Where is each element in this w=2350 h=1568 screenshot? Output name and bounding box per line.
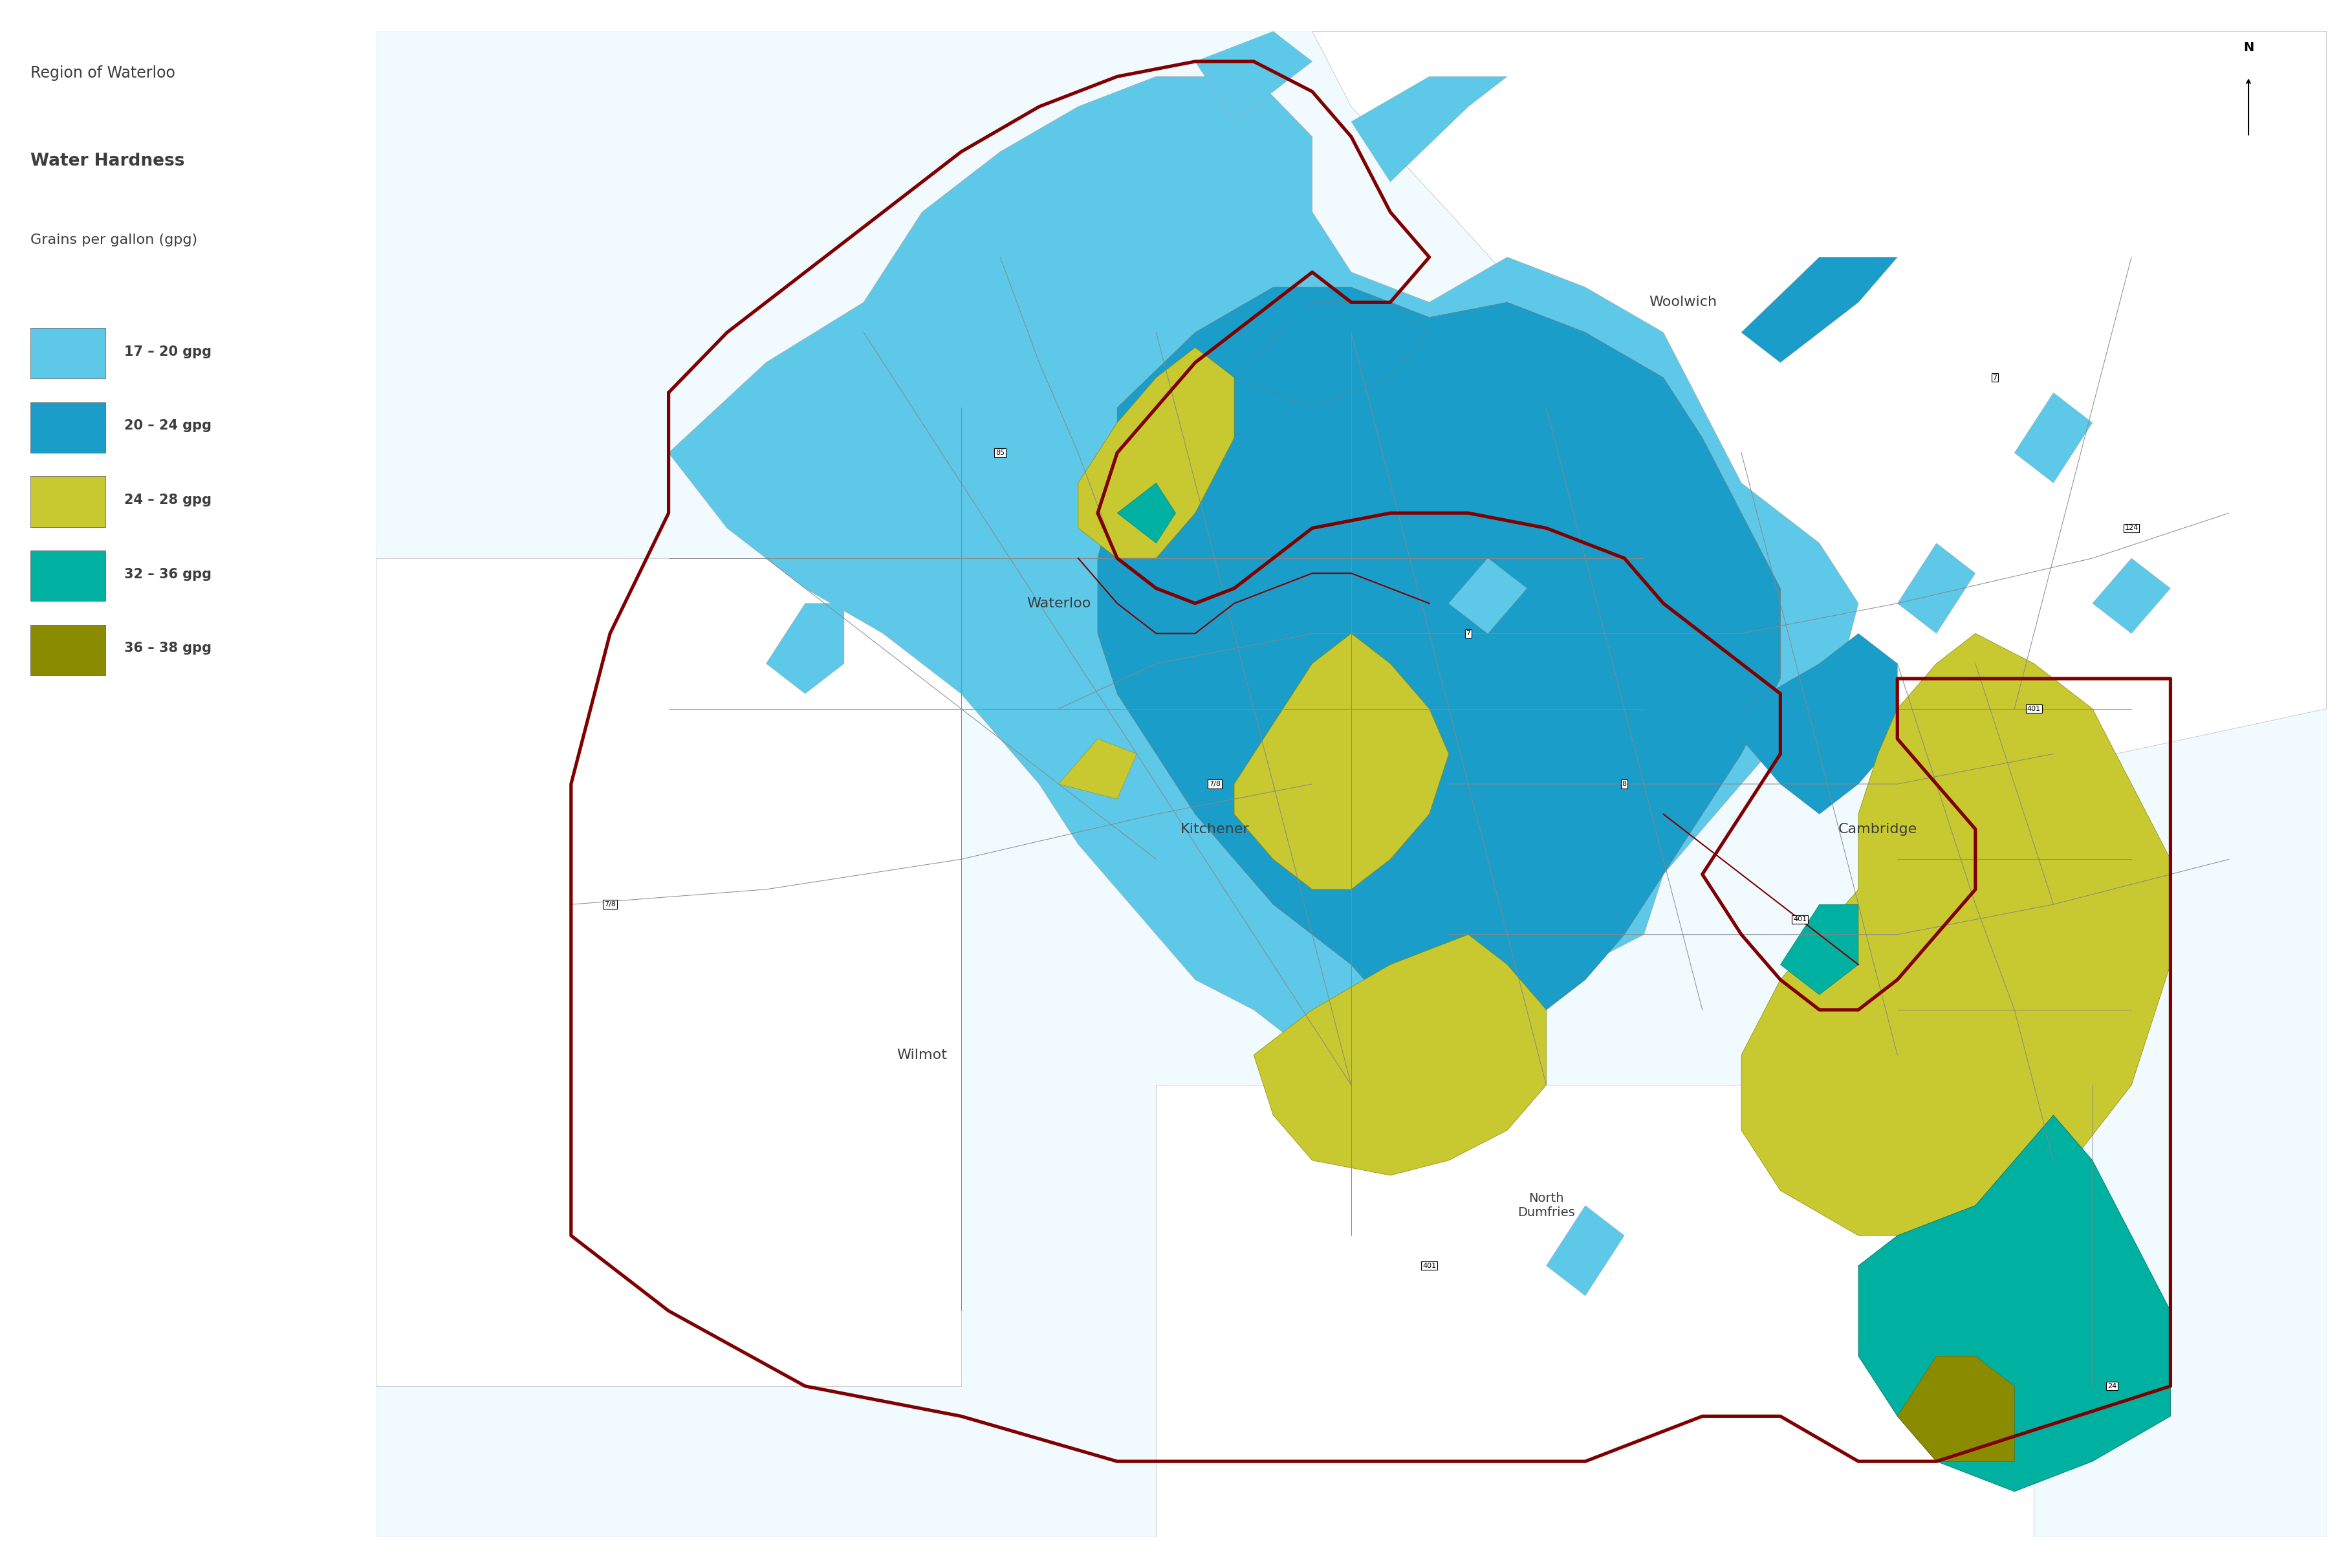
Polygon shape — [1116, 483, 1175, 543]
Polygon shape — [1311, 31, 2326, 784]
Text: 24: 24 — [2108, 1383, 2117, 1389]
Polygon shape — [1234, 633, 1448, 889]
Polygon shape — [766, 604, 844, 693]
Polygon shape — [2092, 558, 2171, 633]
Polygon shape — [1448, 558, 1527, 633]
Polygon shape — [1058, 739, 1137, 800]
Bar — [31, 401, 106, 453]
Text: Kitchener: Kitchener — [1180, 823, 1250, 836]
Polygon shape — [1546, 1206, 1624, 1295]
Polygon shape — [1781, 905, 1859, 994]
Text: 85: 85 — [996, 450, 1006, 456]
Bar — [31, 550, 106, 601]
Text: 7: 7 — [1993, 375, 1998, 381]
Polygon shape — [2014, 392, 2092, 483]
Text: 8: 8 — [1621, 781, 1626, 787]
Text: N: N — [2244, 42, 2254, 53]
Text: Waterloo: Waterloo — [1027, 597, 1090, 610]
Polygon shape — [376, 31, 2326, 1537]
Text: Woolwich: Woolwich — [1650, 296, 1718, 309]
Text: 401: 401 — [1422, 1262, 1436, 1269]
Polygon shape — [1896, 543, 1976, 633]
Text: 32 – 36 gpg: 32 – 36 gpg — [125, 568, 212, 580]
Text: 7/8: 7/8 — [604, 902, 616, 908]
Text: 7: 7 — [1466, 630, 1471, 637]
Text: Grains per gallon (gpg): Grains per gallon (gpg) — [31, 234, 197, 246]
Polygon shape — [1196, 31, 1311, 122]
Bar — [31, 624, 106, 676]
Text: 17 – 20 gpg: 17 – 20 gpg — [125, 345, 212, 358]
Text: 7/8: 7/8 — [1208, 781, 1220, 787]
Text: Water Hardness: Water Hardness — [31, 152, 183, 169]
Text: 124: 124 — [2124, 525, 2138, 532]
Polygon shape — [1741, 633, 1896, 814]
Polygon shape — [1156, 1085, 2035, 1537]
Text: North
Dumfries: North Dumfries — [1518, 1192, 1574, 1218]
Polygon shape — [1859, 1115, 2171, 1491]
Bar — [31, 477, 106, 527]
Polygon shape — [670, 77, 1859, 1115]
Text: Cambridge: Cambridge — [1838, 823, 1918, 836]
Polygon shape — [1741, 633, 2171, 1236]
Text: 401: 401 — [2028, 706, 2040, 712]
Polygon shape — [1741, 257, 1896, 362]
Text: Wilmot: Wilmot — [898, 1049, 947, 1062]
Text: Region of Waterloo: Region of Waterloo — [31, 64, 174, 80]
Polygon shape — [1351, 77, 1506, 182]
Polygon shape — [1896, 1356, 2014, 1461]
Polygon shape — [1079, 348, 1234, 558]
Polygon shape — [1255, 935, 1546, 1176]
Text: 401: 401 — [1793, 916, 1807, 922]
Polygon shape — [1097, 287, 1781, 1055]
Polygon shape — [376, 558, 961, 1386]
Bar — [31, 328, 106, 378]
Text: 24 – 28 gpg: 24 – 28 gpg — [125, 494, 212, 506]
Polygon shape — [1234, 303, 1429, 408]
Text: 36 – 38 gpg: 36 – 38 gpg — [125, 641, 212, 655]
Text: 20 – 24 gpg: 20 – 24 gpg — [125, 419, 212, 433]
